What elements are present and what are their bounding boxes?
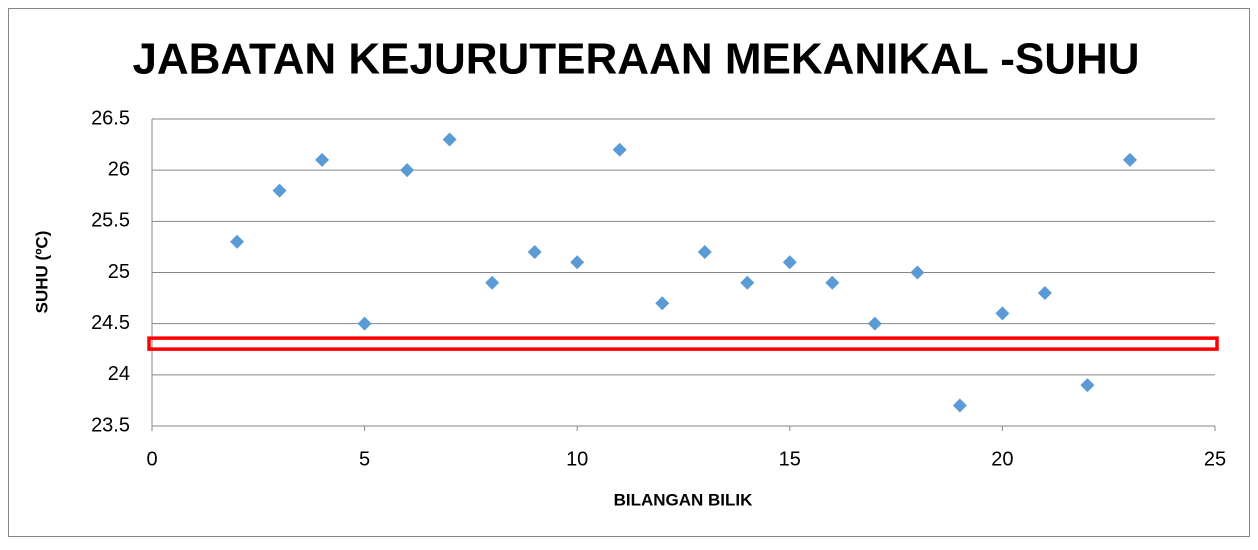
point xyxy=(612,142,627,157)
point xyxy=(485,275,500,290)
y-axis-label: SUHU (ºC) xyxy=(32,231,51,314)
point xyxy=(952,398,967,413)
y-tick-label: 25 xyxy=(108,261,130,283)
chart-title: JABATAN KEJURUTERAAN MEKANIKAL -SUHU xyxy=(132,35,1139,84)
point xyxy=(1037,285,1052,300)
y-tick-label: 24.5 xyxy=(91,312,130,334)
point xyxy=(272,183,287,198)
point xyxy=(867,316,882,331)
point xyxy=(740,275,755,290)
point xyxy=(442,132,457,147)
point xyxy=(782,255,797,270)
x-tick-label: 20 xyxy=(991,448,1013,470)
point xyxy=(400,163,415,178)
point xyxy=(230,234,245,249)
point xyxy=(570,255,585,270)
point xyxy=(995,306,1010,321)
point xyxy=(655,296,670,311)
point xyxy=(357,316,372,331)
x-tick-label: 0 xyxy=(146,448,157,470)
x-tick-label: 25 xyxy=(1204,448,1226,470)
x-tick-label: 10 xyxy=(566,448,588,470)
y-tick-label: 23.5 xyxy=(91,414,130,436)
point xyxy=(1122,152,1137,167)
point xyxy=(315,152,330,167)
x-tick-label: 15 xyxy=(779,448,801,470)
highlight-box xyxy=(147,336,1219,351)
y-tick-label: 26.5 xyxy=(91,107,130,129)
point xyxy=(1080,378,1095,393)
y-tick-label: 25.5 xyxy=(91,210,130,232)
point xyxy=(825,275,840,290)
x-axis-label: BILANGAN BILIK xyxy=(614,490,754,509)
y-tick-label: 24 xyxy=(108,363,130,385)
point xyxy=(527,245,542,260)
point xyxy=(697,245,712,260)
x-tick-label: 5 xyxy=(359,448,370,470)
y-tick-label: 26 xyxy=(108,158,130,180)
point xyxy=(910,265,925,280)
